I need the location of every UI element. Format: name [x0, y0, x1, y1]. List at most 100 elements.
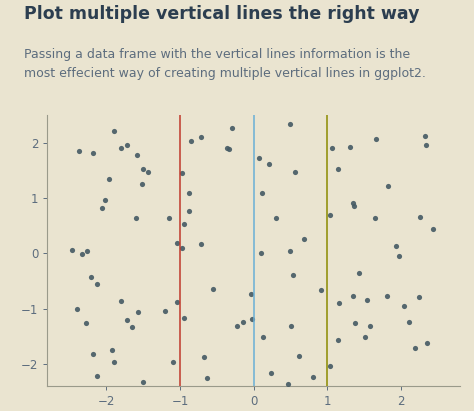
Point — [133, 152, 141, 158]
Point — [201, 354, 208, 360]
Point — [318, 286, 325, 293]
Point — [109, 346, 116, 353]
Point — [395, 253, 403, 260]
Point — [255, 155, 263, 161]
Point — [105, 176, 113, 182]
Text: Plot multiple vertical lines the right way: Plot multiple vertical lines the right w… — [24, 5, 419, 23]
Point — [259, 333, 266, 340]
Point — [165, 215, 173, 222]
Point — [295, 353, 303, 360]
Point — [68, 247, 75, 254]
Point — [75, 147, 82, 154]
Point — [180, 314, 188, 321]
Point — [372, 136, 380, 143]
Point — [178, 245, 185, 252]
Point — [82, 320, 90, 326]
Point — [364, 297, 371, 304]
Point — [188, 137, 195, 144]
Point — [401, 303, 408, 309]
Point — [133, 215, 140, 221]
Point — [265, 161, 273, 168]
Point — [328, 145, 336, 151]
Point — [138, 181, 146, 187]
Point — [351, 319, 359, 326]
Point — [98, 204, 106, 211]
Point — [101, 196, 109, 203]
Point — [286, 121, 293, 128]
Point — [383, 292, 391, 299]
Point — [286, 248, 294, 254]
Point — [223, 145, 231, 151]
Point — [123, 317, 131, 323]
Point — [346, 144, 354, 150]
Point — [197, 241, 205, 247]
Point — [290, 272, 297, 279]
Point — [392, 242, 400, 249]
Point — [371, 215, 378, 221]
Point — [185, 189, 193, 196]
Point — [128, 324, 136, 330]
Point — [429, 226, 437, 233]
Point — [118, 298, 125, 305]
Point — [73, 306, 81, 313]
Text: Passing a data frame with the vertical lines information is the
most effecient w: Passing a data frame with the vertical l… — [24, 48, 426, 80]
Point — [423, 340, 430, 347]
Point — [161, 307, 169, 314]
Point — [78, 251, 86, 258]
Point — [181, 221, 188, 228]
Point — [93, 372, 101, 379]
Point — [90, 351, 97, 358]
Point — [178, 169, 185, 176]
Point — [144, 169, 152, 175]
Point — [123, 142, 131, 148]
Point — [89, 150, 97, 157]
Point — [416, 214, 423, 221]
Point — [327, 363, 334, 369]
Point — [411, 344, 419, 351]
Point — [198, 134, 205, 141]
Point — [405, 319, 413, 326]
Point — [335, 300, 343, 306]
Point — [284, 381, 292, 388]
Point — [110, 358, 118, 365]
Point — [83, 247, 91, 254]
Point — [228, 125, 236, 132]
Point — [291, 169, 299, 175]
Point — [326, 212, 334, 218]
Point — [169, 359, 177, 366]
Point — [361, 333, 369, 340]
Point — [139, 379, 146, 385]
Point — [366, 323, 374, 330]
Point — [421, 132, 429, 139]
Point — [350, 203, 357, 210]
Point — [234, 323, 241, 329]
Point — [287, 322, 295, 329]
Point — [273, 215, 280, 222]
Point — [134, 309, 141, 316]
Point — [110, 127, 118, 134]
Point — [204, 375, 211, 381]
Point — [423, 142, 430, 148]
Point — [225, 146, 232, 152]
Point — [334, 166, 342, 173]
Point — [247, 290, 255, 297]
Point — [384, 182, 392, 189]
Point — [355, 270, 363, 276]
Point — [334, 337, 342, 343]
Point — [87, 274, 95, 281]
Point — [139, 166, 147, 172]
Point — [258, 190, 266, 197]
Point — [301, 236, 308, 242]
Point — [267, 369, 274, 376]
Point — [350, 199, 357, 206]
Point — [173, 298, 181, 305]
Point — [185, 208, 193, 214]
Point — [173, 240, 181, 246]
Point — [117, 145, 125, 152]
Point — [349, 293, 357, 300]
Point — [209, 285, 217, 292]
Point — [93, 280, 100, 287]
Point — [415, 293, 423, 300]
Point — [248, 316, 255, 323]
Point — [310, 373, 317, 380]
